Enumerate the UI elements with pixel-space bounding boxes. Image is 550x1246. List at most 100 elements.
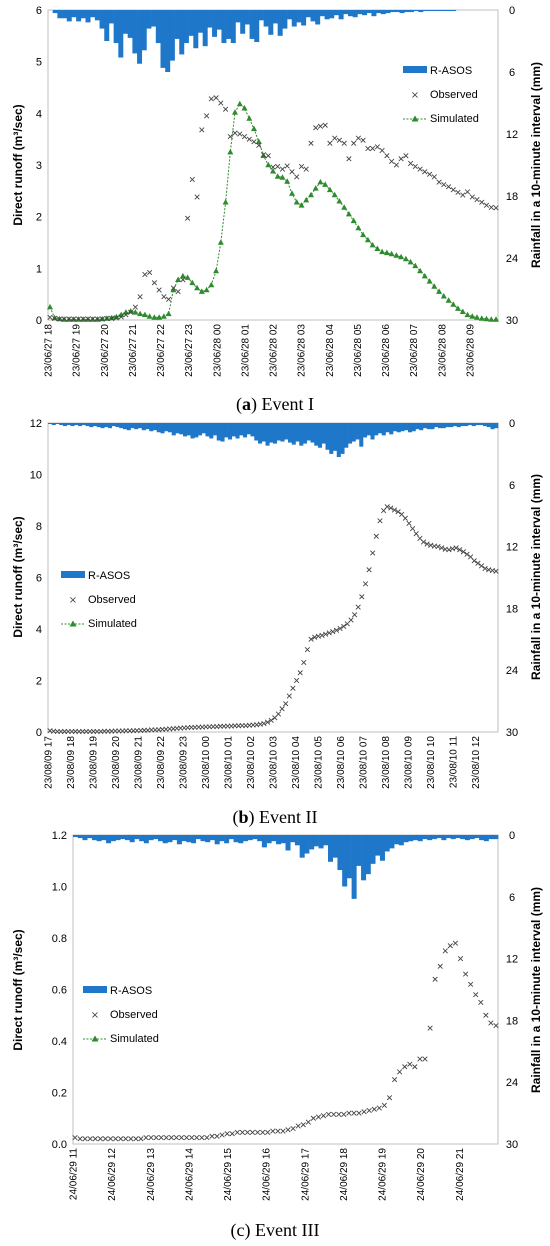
observed-point <box>460 549 467 555</box>
legend-rain-label: R-ASOS <box>110 985 152 997</box>
legend-simulated-label: Simulated <box>430 113 479 125</box>
y-axis-left-label: Direct runoff (m³/sec) <box>11 516 25 637</box>
y-tick-label: 4 <box>36 108 42 120</box>
observed-point <box>61 316 67 322</box>
simulated-point <box>341 204 348 210</box>
observed-point <box>265 153 271 159</box>
y2-tick-label: 6 <box>509 892 515 904</box>
observed-point <box>286 693 292 699</box>
rain-bar <box>396 423 401 433</box>
y-tick-label: 0.6 <box>52 985 67 997</box>
rain-bar <box>431 835 437 840</box>
observed-point <box>178 1134 185 1141</box>
observed-point <box>355 604 361 610</box>
observed-point <box>249 1129 256 1136</box>
rain-bar <box>235 10 241 23</box>
observed-point <box>471 558 477 564</box>
rainfall-bars <box>52 10 457 72</box>
observed-point <box>327 140 333 146</box>
observed-point <box>113 315 120 321</box>
observed-point <box>209 1133 215 1139</box>
observed-point <box>180 277 186 283</box>
rainfall-bars <box>48 423 499 457</box>
simulated-point <box>184 274 191 280</box>
y2-tick-label: 18 <box>506 1015 518 1027</box>
rain-bar <box>365 835 371 875</box>
observed-point <box>97 1136 104 1142</box>
observed-point <box>168 1134 175 1141</box>
simulated-point <box>488 316 495 322</box>
observed-point <box>107 1136 114 1142</box>
observed-point <box>377 518 383 524</box>
rain-bar <box>87 835 93 839</box>
observed-point <box>381 1102 388 1109</box>
rain-bar <box>188 10 194 36</box>
observed-point <box>137 294 143 300</box>
rain-bar <box>436 835 442 839</box>
observed-point <box>75 316 82 322</box>
observed-point <box>412 1064 418 1070</box>
rain-bar <box>446 10 452 12</box>
rain-bar <box>183 423 188 437</box>
observed-point <box>483 1012 489 1018</box>
legend-rain-swatch <box>403 66 427 73</box>
observed-point <box>452 940 459 946</box>
observed-point <box>331 1111 337 1118</box>
rain-bar <box>247 835 253 841</box>
rain-bar <box>239 423 244 436</box>
x-tick-label: 23/08/09 22 <box>156 736 167 789</box>
rain-bar <box>361 835 367 881</box>
observed-point <box>214 1133 220 1139</box>
rain-bar <box>100 423 105 429</box>
observed-point <box>194 194 200 200</box>
rain-bar <box>108 423 113 429</box>
observed-point <box>163 1134 169 1141</box>
rain-bar <box>356 835 362 866</box>
observed-point <box>436 179 442 185</box>
rain-bar <box>333 423 338 451</box>
observed-point <box>66 316 72 322</box>
rain-bar <box>143 835 149 844</box>
y-tick-label: 4 <box>36 624 42 636</box>
observed-point <box>320 1113 327 1119</box>
observed-point <box>493 205 499 211</box>
rain-bar <box>423 10 428 12</box>
observed-point <box>237 131 243 137</box>
rain-bar <box>59 423 64 426</box>
rain-bar <box>258 423 263 444</box>
simulated-point <box>222 199 229 205</box>
rain-bar <box>280 835 286 844</box>
x-tick-label: 23/06/28 04 <box>325 324 336 377</box>
rain-bar <box>73 835 79 838</box>
legend-simulated-marker <box>69 620 77 627</box>
observed-point <box>189 1134 195 1141</box>
rain-bar <box>169 10 175 61</box>
observed-point <box>322 631 329 637</box>
rain-bar <box>404 423 409 431</box>
y-tick-label: 1.0 <box>52 882 67 894</box>
rain-bar <box>427 10 433 12</box>
observed-point <box>384 504 390 510</box>
rain-bar <box>250 423 255 437</box>
observed-point <box>297 670 303 676</box>
rain-bar <box>479 835 485 841</box>
rain-bar <box>93 423 98 427</box>
x-tick-label: 23/08/10 03 <box>269 736 280 789</box>
rain-bar <box>219 835 225 842</box>
observed-point <box>422 1056 428 1062</box>
observed-point <box>270 164 276 170</box>
observed-point <box>479 199 485 205</box>
rain-bar <box>422 835 428 840</box>
legend-observed-label: Observed <box>430 89 478 101</box>
observed-point <box>431 174 437 180</box>
observed-point <box>464 551 470 557</box>
rain-bar <box>400 423 405 432</box>
rain-bar <box>149 423 154 432</box>
observed-point <box>71 316 77 322</box>
observed-point <box>467 981 474 987</box>
rain-bar <box>296 10 302 23</box>
rain-bar <box>285 835 291 851</box>
y-tick-label: 0 <box>36 315 42 327</box>
rain-bar <box>390 10 396 13</box>
rain-bar <box>329 423 334 454</box>
